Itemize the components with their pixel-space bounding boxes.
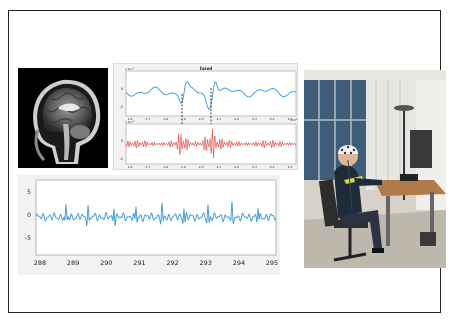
top-x-tick-5: 2.1: [217, 117, 222, 121]
brain-mri-image: [18, 68, 108, 168]
top-x-tick-7: 2.3: [252, 117, 257, 121]
bottom-x-tick-1: 1.7: [145, 165, 150, 169]
big-x-tick-6: 294: [233, 259, 245, 267]
top-x-tick-6: 2.2: [234, 117, 239, 121]
mid-panel-title: fused: [200, 66, 213, 71]
big-x-tick-3: 291: [133, 259, 145, 267]
brain-mri-sagittal-icon: [18, 68, 108, 168]
big-y-tick-2: -5: [25, 235, 31, 242]
top-y-tick-0: 0: [121, 87, 123, 91]
bottom-x-tick-2: 1.8: [163, 165, 168, 169]
big-x-tick-2: 290: [100, 259, 112, 267]
top-x-tick-2: 1.8: [163, 117, 168, 121]
big-x-tick-1: 289: [67, 259, 79, 267]
bottom-x-tick-4: 2.0: [199, 165, 204, 169]
top-exponent-label: x 10⁻³: [125, 67, 135, 71]
bottom-x-tick-0: 1.6: [128, 165, 133, 169]
big-y-tick-1: 0: [27, 212, 31, 219]
big-x-tick-4: 292: [166, 259, 178, 267]
big-x-tick-7: 295: [266, 259, 278, 267]
top-x-tick-1: 1.7: [145, 117, 150, 121]
fused-signal-panel: fused x 10⁻³ 0 -2 x10⁴ 1.6 1.7 1.8 1.9 2.0 2.…: [113, 63, 298, 170]
bottom-x-tick-7: 2.3: [252, 165, 257, 169]
bottom-x-tick-3: 1.9: [181, 165, 186, 169]
top-x-tick-3: 1.9: [181, 117, 186, 121]
top-x-exponent: x10⁴: [290, 118, 298, 122]
bottom-signal-line: [125, 128, 297, 159]
eeg-signal-panel: 5 0 -5 288 289 290 291 292 293 294 295: [18, 175, 280, 275]
bottom-y-tick-1: -2: [120, 157, 124, 161]
fused-signal-chart: fused x 10⁻³ 0 -2 x10⁴ 1.6 1.7 1.8 1.9 2.0 2.…: [120, 66, 298, 169]
top-signal-line: [125, 80, 297, 111]
top-x-tick-0: 1.6: [128, 117, 133, 121]
person-wearing-eeg-cap-at-desk-icon: [304, 70, 446, 268]
top-x-tick-8: 2.4: [270, 117, 275, 121]
top-y-tick-1: -2: [120, 105, 124, 109]
bottom-x-tick-9: 2.5: [288, 165, 293, 169]
big-y-tick-0: 5: [27, 189, 31, 196]
bottom-x-tick-6: 2.2: [234, 165, 239, 169]
top-x-tick-9: 2.5: [288, 117, 293, 121]
bottom-x-tick-8: 2.4: [270, 165, 275, 169]
eeg-setup-photo: [304, 70, 446, 268]
big-x-tick-0: 288: [34, 259, 46, 267]
bottom-exponent-label: x 10⁻³: [125, 120, 135, 124]
top-x-tick-4: 2.0: [199, 117, 204, 121]
bottom-x-tick-5: 2.1: [217, 165, 222, 169]
bottom-y-tick-0: 0: [121, 139, 123, 143]
eeg-signal-chart: 5 0 -5 288 289 290 291 292 293 294 295: [25, 179, 278, 267]
big-x-tick-5: 293: [199, 259, 211, 267]
big-signal-line: [35, 201, 277, 227]
